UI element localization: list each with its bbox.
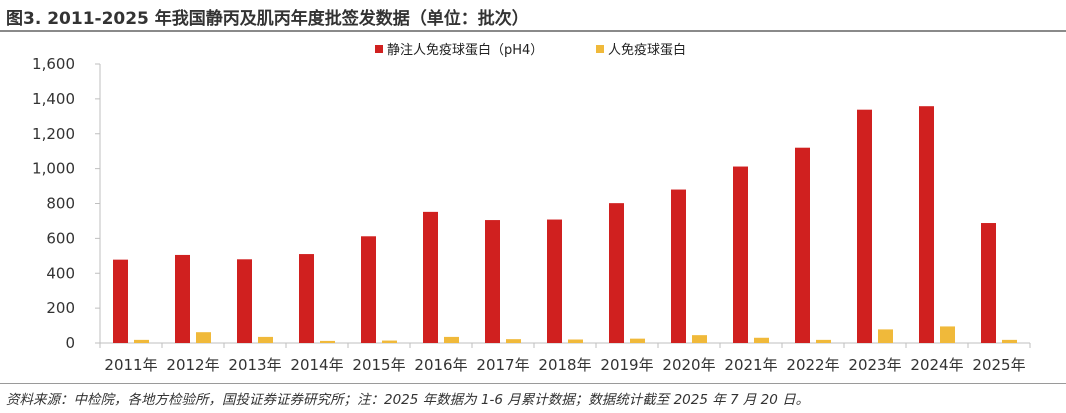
y-tick-label: 400 (46, 264, 75, 282)
axes (95, 63, 1031, 348)
y-tick-label: 1,000 (32, 160, 75, 178)
bar-ivig (609, 203, 624, 343)
bar-ivig (547, 219, 562, 343)
x-tick-label: 2014年 (290, 356, 343, 374)
x-tick-label: 2020年 (662, 356, 715, 374)
x-tick-label: 2016年 (414, 356, 467, 374)
legend-label-ig: 人免疫球蛋白 (608, 42, 686, 58)
bar-ig (878, 329, 893, 343)
legend-swatch-ivig (375, 45, 383, 53)
bar-ig (816, 339, 831, 343)
bar-ig (754, 337, 769, 343)
bar-ivig (981, 223, 996, 343)
bar-ivig (671, 189, 686, 343)
x-tick-label: 2023年 (848, 356, 901, 374)
bar-ig (1002, 339, 1017, 343)
bar-ig (444, 336, 459, 343)
y-tick-label: 1,400 (32, 90, 75, 108)
bar-ig (320, 340, 335, 343)
x-tick-label: 2017年 (476, 356, 529, 374)
bar-ivig (733, 166, 748, 343)
x-tick-label: 2013年 (228, 356, 281, 374)
bar-ig (382, 340, 397, 343)
bar-ig (258, 336, 273, 343)
y-tick-label: 0 (65, 334, 75, 352)
y-tick-label: 600 (46, 229, 75, 247)
x-tick-label: 2022年 (786, 356, 839, 374)
bar-ig (134, 339, 149, 343)
bar-ivig (361, 236, 376, 343)
bar-ig (630, 338, 645, 343)
source-note: 资料来源：中检院，各地方检验所，国投证券证券研究所；注：2025 年数据为 1-… (6, 392, 810, 408)
bar-ivig (237, 259, 252, 343)
bar-ivig (113, 259, 128, 343)
bar-chart: 静注人免疫球蛋白（pH4） 人免疫球蛋白 2011年 2012年 2013年 2014… (32, 42, 1031, 374)
legend-label-ivig: 静注人免疫球蛋白（pH4） (387, 42, 543, 58)
y-tick-labels: 0 200 400 600 800 1,000 1,200 1,400 1,600 (32, 55, 75, 352)
bar-ig (196, 332, 211, 343)
bars (113, 106, 1017, 343)
footer-divider (0, 383, 1066, 384)
x-tick-label: 2012年 (166, 356, 219, 374)
bar-ivig (795, 147, 810, 343)
chart-title: 图3. 2011-2025 年我国静丙及肌丙年度批签发数据（单位：批次） (6, 9, 529, 29)
x-tick-label: 2018年 (538, 356, 591, 374)
x-tick-label: 2011年 (104, 356, 157, 374)
y-tick-label: 800 (46, 195, 75, 213)
x-tick-label: 2024年 (910, 356, 963, 374)
legend: 静注人免疫球蛋白（pH4） 人免疫球蛋白 (375, 42, 686, 58)
y-tick-label: 1,600 (32, 55, 75, 73)
x-tick-label: 2025年 (972, 356, 1025, 374)
bar-ig (506, 339, 521, 343)
bar-ivig (423, 211, 438, 343)
title-divider (0, 30, 1066, 32)
bar-ig (692, 335, 707, 343)
bar-ivig (857, 109, 872, 343)
bar-ivig (919, 106, 934, 343)
legend-swatch-ig (596, 45, 604, 53)
y-tick-label: 1,200 (32, 125, 75, 143)
bar-ivig (175, 254, 190, 343)
x-tick-labels: 2011年 2012年 2013年 2014年 2015年 2016年 2017年 2018年… (104, 356, 1025, 374)
bar-ig (940, 326, 955, 343)
bar-ivig (485, 220, 500, 343)
bar-ig (568, 339, 583, 343)
x-tick-label: 2015年 (352, 356, 405, 374)
bar-ivig (299, 254, 314, 343)
x-tick-label: 2021年 (724, 356, 777, 374)
y-tick-label: 200 (46, 299, 75, 317)
x-tick-label: 2019年 (600, 356, 653, 374)
